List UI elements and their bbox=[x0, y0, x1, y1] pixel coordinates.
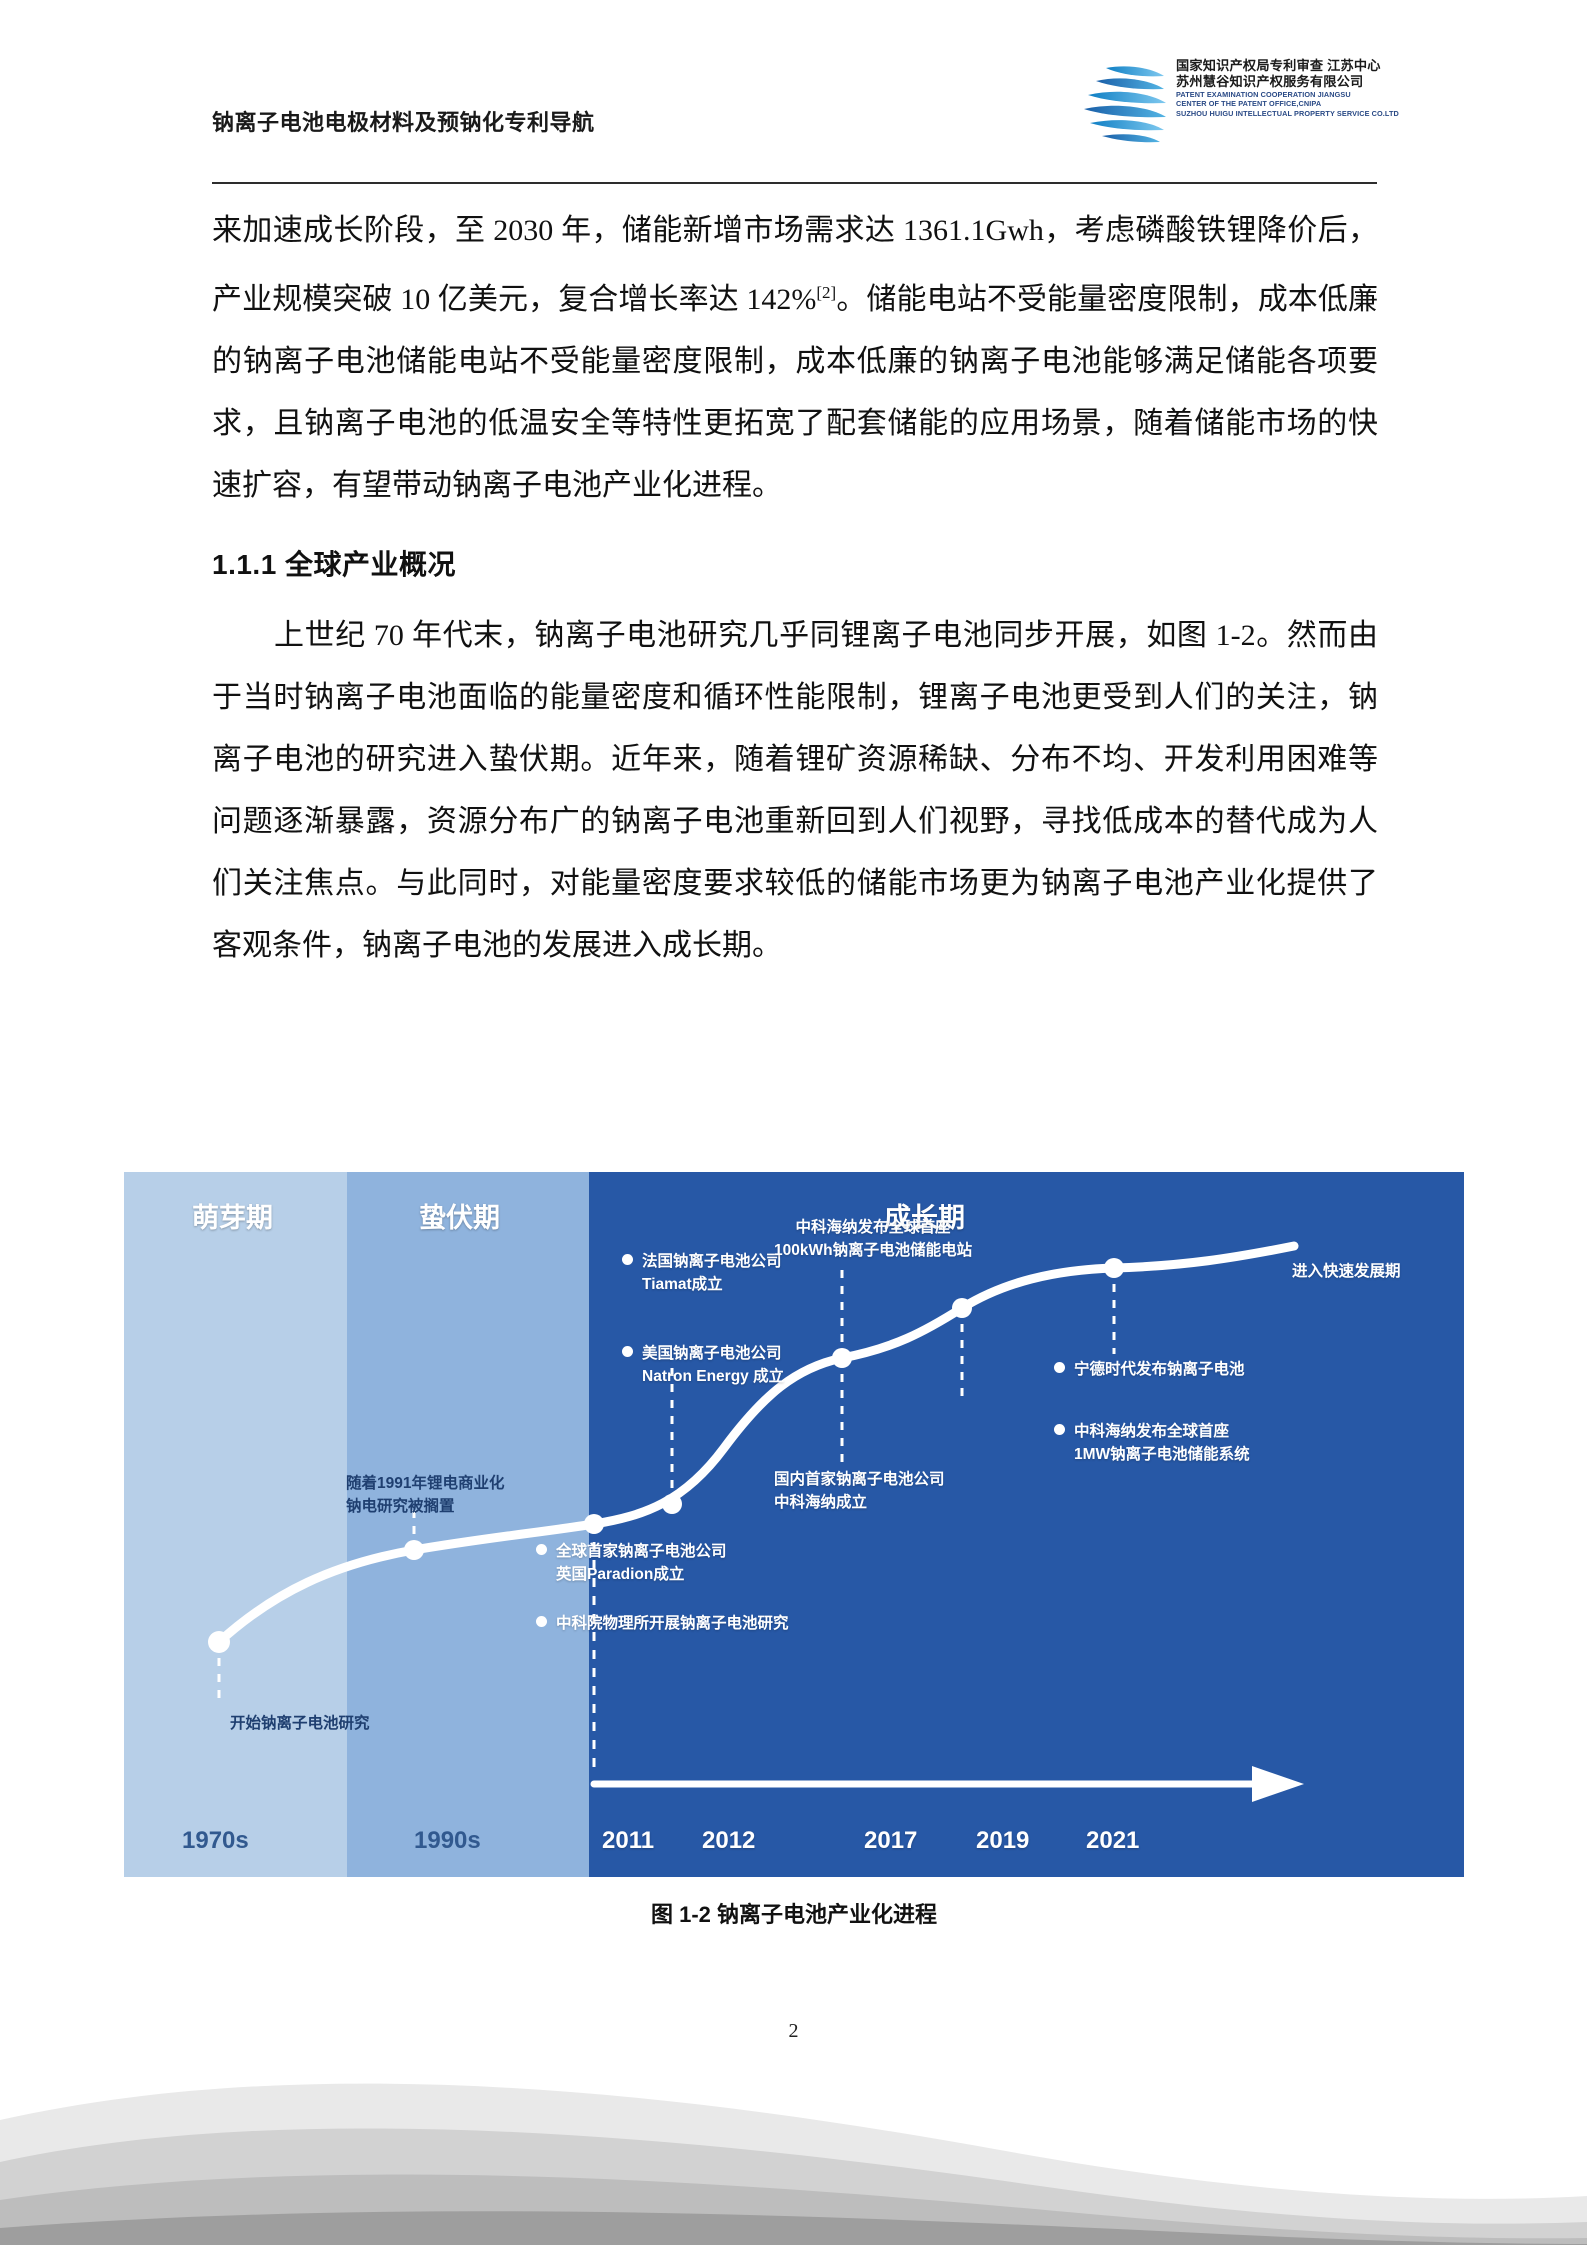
annotation-lithium-commercial-line2: 钠电研究被搁置 bbox=[346, 1495, 504, 1518]
year-label-1990s: 1990s bbox=[414, 1827, 481, 1855]
year-axis: 1970s 1990s 2011 2012 2017 2019 2021 bbox=[124, 1791, 1464, 1877]
annotation-start-research: 开始钠离子电池研究 bbox=[230, 1712, 370, 1735]
annotation-start-research-line1: 开始钠离子电池研究 bbox=[230, 1715, 370, 1732]
document-body: 来加速成长阶段，至 2030 年，储能新增市场需求达 1361.1Gwh，考虑磷… bbox=[212, 200, 1378, 977]
logo-mark-icon bbox=[1080, 62, 1168, 144]
annotation-cas-physics-line1: 中科院物理所开展钠离子电池研究 bbox=[556, 1615, 789, 1632]
organization-logo: 国家知识产权局专利审查 江苏中心 苏州慧谷知识产权服务有限公司 PATENT E… bbox=[1080, 58, 1390, 148]
annotation-hina-1mw-line2: 1MW钠离子电池储能系统 bbox=[1074, 1443, 1250, 1466]
annotation-rapid-growth-line1: 进入快速发展期 bbox=[1292, 1263, 1401, 1280]
figure-caption: 图 1-2 钠离子电池产业化进程 bbox=[124, 1897, 1464, 1929]
figure-1-2: 萌芽期 蛰伏期 成长期 bbox=[124, 1172, 1464, 1877]
annotation-paradion-line2: 英国Paradion成立 bbox=[556, 1563, 727, 1586]
annotation-hina-station-line2: 100kWh钠离子电池储能电站 bbox=[774, 1239, 972, 1262]
annotation-hina-1mw: 中科海纳发布全球首座 1MW钠离子电池储能系统 bbox=[1054, 1420, 1250, 1466]
annotation-paradion-line1: 全球首家钠离子电池公司 bbox=[556, 1543, 727, 1560]
timeline-chart: 萌芽期 蛰伏期 成长期 bbox=[124, 1172, 1464, 1877]
logo-en-line-2: CENTER OF THE PATENT OFFICE,CNIPA bbox=[1176, 99, 1390, 108]
annotation-hina-1mw-line1: 中科海纳发布全球首座 bbox=[1074, 1423, 1229, 1440]
paragraph-1: 来加速成长阶段，至 2030 年，储能新增市场需求达 1361.1Gwh，考虑磷… bbox=[212, 200, 1378, 517]
footer-decoration bbox=[0, 2000, 1587, 2245]
header-title: 钠离子电池电极材料及预钠化专利导航 bbox=[212, 105, 595, 137]
page-header: 钠离子电池电极材料及预钠化专利导航 国家知识产 bbox=[0, 0, 1587, 185]
document-page: 钠离子电池电极材料及预钠化专利导航 国家知识产 bbox=[0, 0, 1587, 2245]
annotation-catl-line1: 宁德时代发布钠离子电池 bbox=[1074, 1361, 1245, 1378]
bullet-icon bbox=[1054, 1424, 1065, 1435]
growth-curve bbox=[124, 1172, 1464, 1877]
logo-en-line-3: SUZHOU HUIGU INTELLECTUAL PROPERTY SERVI… bbox=[1176, 109, 1390, 118]
annotation-cas-physics: 中科院物理所开展钠离子电池研究 bbox=[536, 1612, 789, 1635]
annotation-hina-founded-line2: 中科海纳成立 bbox=[774, 1491, 945, 1514]
year-label-2019: 2019 bbox=[976, 1827, 1029, 1855]
annotation-tiamat: 法国钠离子电池公司 Tiamat成立 bbox=[622, 1250, 782, 1296]
logo-cn-line-1: 国家知识产权局专利审查 江苏中心 bbox=[1176, 58, 1390, 74]
year-label-2021: 2021 bbox=[1086, 1827, 1139, 1855]
annotation-hina-founded-line1: 国内首家钠离子电池公司 bbox=[774, 1471, 945, 1488]
bullet-icon bbox=[536, 1616, 547, 1627]
section-heading-1-1-1: 1.1.1 全球产业概况 bbox=[212, 543, 1378, 583]
citation-ref-2: [2] bbox=[816, 283, 836, 302]
annotation-natron-line2: Natron Energy 成立 bbox=[642, 1365, 784, 1388]
annotation-catl: 宁德时代发布钠离子电池 bbox=[1054, 1358, 1245, 1381]
annotation-tiamat-line2: Tiamat成立 bbox=[642, 1273, 782, 1296]
annotation-hina-station: 中科海纳发布全球首座 100kWh钠离子电池储能电站 bbox=[774, 1216, 972, 1262]
year-label-2017: 2017 bbox=[864, 1827, 917, 1855]
annotation-lithium-commercial-line1: 随着1991年锂电商业化 bbox=[346, 1475, 504, 1492]
bullet-icon bbox=[622, 1346, 633, 1357]
bullet-icon bbox=[622, 1254, 633, 1265]
annotation-hina-station-line1: 中科海纳发布全球首座 bbox=[796, 1219, 951, 1236]
annotation-lithium-commercial: 随着1991年锂电商业化 钠电研究被搁置 bbox=[346, 1472, 504, 1518]
bullet-icon bbox=[1054, 1362, 1065, 1373]
annotation-hina-founded: 国内首家钠离子电池公司 中科海纳成立 bbox=[774, 1468, 945, 1514]
year-label-2012: 2012 bbox=[702, 1827, 755, 1855]
year-label-1970s: 1970s bbox=[182, 1827, 249, 1855]
logo-cn-line-2: 苏州慧谷知识产权服务有限公司 bbox=[1176, 74, 1390, 90]
annotation-tiamat-line1: 法国钠离子电池公司 bbox=[642, 1253, 782, 1270]
annotation-natron-line1: 美国钠离子电池公司 bbox=[642, 1345, 782, 1362]
paragraph-2: 上世纪 70 年代末，钠离子电池研究几乎同锂离子电池同步开展，如图 1-2。然而… bbox=[212, 605, 1378, 977]
logo-text-block: 国家知识产权局专利审查 江苏中心 苏州慧谷知识产权服务有限公司 PATENT E… bbox=[1176, 58, 1390, 118]
year-label-2011: 2011 bbox=[602, 1827, 654, 1855]
annotation-natron: 美国钠离子电池公司 Natron Energy 成立 bbox=[622, 1342, 784, 1388]
logo-en-line-1: PATENT EXAMINATION COOPERATION JIANGSU bbox=[1176, 90, 1390, 99]
header-divider bbox=[212, 182, 1377, 184]
bullet-icon bbox=[536, 1544, 547, 1555]
annotation-rapid-growth: 进入快速发展期 bbox=[1292, 1260, 1401, 1283]
annotation-paradion: 全球首家钠离子电池公司 英国Paradion成立 bbox=[536, 1540, 727, 1586]
